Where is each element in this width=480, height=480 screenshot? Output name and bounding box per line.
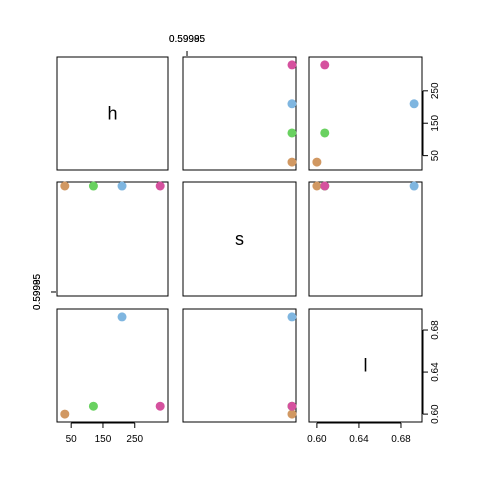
point-l-vs-h-0 bbox=[60, 409, 70, 419]
top-tick-label-s-0: 0.59985 bbox=[169, 34, 206, 45]
bottom-tick-label-h-1: 150 bbox=[95, 434, 112, 445]
point-l-vs-s-0 bbox=[287, 409, 297, 419]
right-tick-label-l-1: 0.64 bbox=[430, 362, 441, 382]
right-tick-label-l-0: 0.60 bbox=[430, 404, 441, 424]
bottom-tick-label-l-2: 0.68 bbox=[391, 434, 411, 445]
diagonal-label-h: h bbox=[107, 104, 117, 124]
point-l-vs-h-3 bbox=[155, 401, 165, 411]
diagonal-label-l: l bbox=[364, 356, 368, 376]
point-h-vs-s-1 bbox=[287, 128, 297, 138]
panel-frame-h-s bbox=[182, 56, 297, 171]
point-h-vs-l-0 bbox=[312, 157, 322, 167]
point-l-vs-s-2 bbox=[287, 312, 297, 322]
point-h-vs-s-0 bbox=[287, 157, 297, 167]
point-l-vs-h-1 bbox=[88, 401, 98, 411]
panel-frame-l-h bbox=[56, 308, 169, 423]
bottom-tick-label-h-2: 250 bbox=[126, 434, 143, 445]
panel-frame-h-l bbox=[308, 56, 423, 171]
point-l-vs-s-3 bbox=[287, 401, 297, 411]
panel-frame-s-s bbox=[182, 181, 297, 297]
diagonal-label-s: s bbox=[235, 229, 244, 249]
point-s-vs-h-0 bbox=[60, 181, 70, 191]
point-l-vs-h-2 bbox=[117, 312, 127, 322]
panel-frame-l-s bbox=[182, 308, 297, 423]
point-s-vs-l-0 bbox=[312, 181, 322, 191]
left-tick-label-s-0: 0.59985 bbox=[32, 273, 43, 310]
left-tick-label-s-1: 0.59995 bbox=[32, 273, 43, 310]
panel-frame-s-h bbox=[56, 181, 169, 297]
point-h-vs-s-3 bbox=[287, 60, 297, 70]
point-s-vs-l-2 bbox=[409, 181, 419, 191]
point-h-vs-l-3 bbox=[320, 60, 330, 70]
right-tick-label-h-2: 250 bbox=[430, 82, 441, 99]
panel-frame-s-l bbox=[308, 181, 423, 297]
right-tick-label-h-0: 50 bbox=[430, 150, 441, 162]
point-s-vs-h-1 bbox=[88, 181, 98, 191]
point-s-vs-l-3 bbox=[320, 181, 330, 191]
panel-frame-h-h bbox=[56, 56, 169, 171]
point-s-vs-h-3 bbox=[155, 181, 165, 191]
point-h-vs-l-1 bbox=[320, 128, 330, 138]
top-tick-label-s-1: 0.59995 bbox=[169, 34, 206, 45]
bottom-tick-label-l-1: 0.64 bbox=[349, 434, 369, 445]
bottom-tick-label-l-0: 0.60 bbox=[307, 434, 327, 445]
point-h-vs-s-2 bbox=[287, 99, 297, 109]
right-tick-label-l-2: 0.68 bbox=[430, 320, 441, 340]
bottom-tick-label-h-0: 50 bbox=[66, 434, 78, 445]
right-tick-label-h-1: 150 bbox=[430, 114, 441, 131]
point-h-vs-l-2 bbox=[409, 99, 419, 109]
point-s-vs-h-2 bbox=[117, 181, 127, 191]
panel-frame-l-l bbox=[308, 308, 423, 423]
